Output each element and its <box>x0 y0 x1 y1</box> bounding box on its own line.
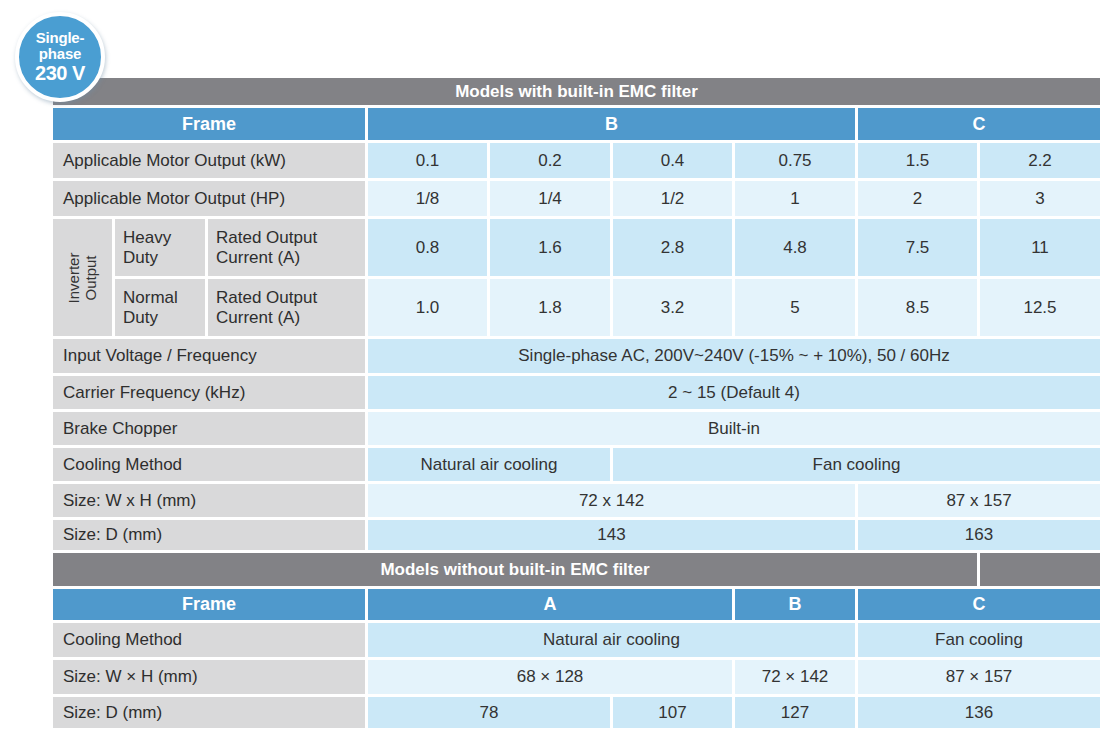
inverter-output-group: Inverter Output Heavy DutyRated Output Cu… <box>53 219 1100 336</box>
row-label: Cooling Method <box>53 623 365 657</box>
value-cell: 0.2 <box>490 143 610 178</box>
value-cell: 2 <box>858 181 977 216</box>
table-row: Cooling MethodNatural air coolingFan coo… <box>53 623 1100 657</box>
section-title-row: Models without built-in EMC filter <box>53 553 1100 586</box>
row-label: Brake Chopper <box>53 412 365 445</box>
table-row: Applicable Motor Output (HP)1/81/41/2123 <box>53 181 1100 216</box>
table-row: Size: D (mm)143163 <box>53 520 1100 550</box>
frame-header-row: FrameBC <box>53 108 1100 140</box>
frame-header-row: FrameABC <box>53 589 1100 620</box>
table-row: Heavy DutyRated Output Current (A)0.81.6… <box>115 219 1100 276</box>
badge-line-3: 230 V <box>35 63 85 85</box>
value-cell: 72 × 142 <box>735 660 855 694</box>
table-row: Input Voltage / FrequencySingle-phase AC… <box>53 339 1100 373</box>
vertical-group-label: Inverter Output <box>53 219 112 336</box>
table-row: Cooling MethodNatural air coolingFan coo… <box>53 448 1100 481</box>
row-label: Size: D (mm) <box>53 697 365 728</box>
value-cell: 7.5 <box>858 219 977 276</box>
row-label: Size: W x H (mm) <box>53 484 365 517</box>
duty-label: Normal Duty <box>115 279 205 336</box>
value-cell: 3 <box>980 181 1100 216</box>
value-cell: 143 <box>368 520 855 550</box>
value-cell: Single-phase AC, 200V~240V (-15% ~ + 10%… <box>368 339 1100 373</box>
frame-header-cell: C <box>858 589 1100 620</box>
value-cell: 163 <box>858 520 1100 550</box>
row-label: Applicable Motor Output (kW) <box>53 143 365 178</box>
value-cell: 0.4 <box>613 143 732 178</box>
datasheet-page: Single- phase 230 V Models with built-in… <box>0 0 1116 735</box>
section-title: Models without built-in EMC filter <box>53 553 977 586</box>
value-cell: 127 <box>735 697 855 728</box>
value-cell: 0.75 <box>735 143 855 178</box>
frame-header-cell: B <box>735 589 855 620</box>
value-cell: 1/8 <box>368 181 487 216</box>
value-cell: 1/4 <box>490 181 610 216</box>
table-row: Carrier Frequency (kHz)2 ~ 15 (Default 4… <box>53 376 1100 409</box>
duty-label: Heavy Duty <box>115 219 205 276</box>
value-cell: 2.8 <box>613 219 732 276</box>
frame-header-cell: C <box>858 108 1100 140</box>
badge-line-1: Single- <box>36 30 85 46</box>
row-label: Applicable Motor Output (HP) <box>53 181 365 216</box>
row-label: Size: D (mm) <box>53 520 365 550</box>
spec-tables: Models with built-in EMC filterFrameBCAp… <box>53 78 1100 731</box>
value-cell: 107 <box>613 697 732 728</box>
value-cell: Fan cooling <box>858 623 1100 657</box>
value-cell: 1.6 <box>490 219 610 276</box>
value-cell: 2 ~ 15 (Default 4) <box>368 376 1100 409</box>
value-cell: 2.2 <box>980 143 1100 178</box>
frame-header-cell: B <box>368 108 855 140</box>
value-cell: 1.0 <box>368 279 487 336</box>
value-cell: 78 <box>368 697 610 728</box>
table-row: Applicable Motor Output (kW)0.10.20.40.7… <box>53 143 1100 178</box>
value-cell: 1.5 <box>858 143 977 178</box>
value-cell: 1.8 <box>490 279 610 336</box>
frame-header-label: Frame <box>53 108 365 140</box>
row-label: Cooling Method <box>53 448 365 481</box>
table-row: Size: W × H (mm)68 × 12872 × 14287 × 157 <box>53 660 1100 694</box>
table-row: Size: W x H (mm)72 x 14287 x 157 <box>53 484 1100 517</box>
value-cell: 12.5 <box>980 279 1100 336</box>
value-cell: 8.5 <box>858 279 977 336</box>
value-cell: Fan cooling <box>613 448 1100 481</box>
row-label: Carrier Frequency (kHz) <box>53 376 365 409</box>
value-cell: 87 x 157 <box>858 484 1100 517</box>
section-title-row: Models with built-in EMC filter <box>53 78 1100 105</box>
value-cell: 5 <box>735 279 855 336</box>
row-label: Input Voltage / Frequency <box>53 339 365 373</box>
value-cell: 1/2 <box>613 181 732 216</box>
rated-output-label: Rated Output Current (A) <box>208 219 365 276</box>
section-title-spacer <box>980 553 1100 586</box>
section-title: Models with built-in EMC filter <box>53 78 1100 105</box>
table-row: Size: D (mm)78107127136 <box>53 697 1100 728</box>
value-cell: 87 × 157 <box>858 660 1100 694</box>
vertical-group-label-text: Inverter Output <box>66 237 100 319</box>
value-cell: Natural air cooling <box>368 623 855 657</box>
value-cell: 0.8 <box>368 219 487 276</box>
value-cell: 3.2 <box>613 279 732 336</box>
value-cell: 68 × 128 <box>368 660 732 694</box>
badge-line-2: phase <box>39 46 81 62</box>
rated-output-label: Rated Output Current (A) <box>208 279 365 336</box>
value-cell: 136 <box>858 697 1100 728</box>
value-cell: 72 x 142 <box>368 484 855 517</box>
row-label: Size: W × H (mm) <box>53 660 365 694</box>
table-row: Normal DutyRated Output Current (A)1.01.… <box>115 279 1100 336</box>
inverter-output-rows: Heavy DutyRated Output Current (A)0.81.6… <box>115 219 1100 336</box>
value-cell: Built-in <box>368 412 1100 445</box>
value-cell: Natural air cooling <box>368 448 610 481</box>
value-cell: 4.8 <box>735 219 855 276</box>
frame-header-cell: A <box>368 589 732 620</box>
frame-header-label: Frame <box>53 589 365 620</box>
value-cell: 11 <box>980 219 1100 276</box>
value-cell: 1 <box>735 181 855 216</box>
value-cell: 0.1 <box>368 143 487 178</box>
single-phase-230v-badge: Single- phase 230 V <box>15 12 105 102</box>
table-row: Brake ChopperBuilt-in <box>53 412 1100 445</box>
